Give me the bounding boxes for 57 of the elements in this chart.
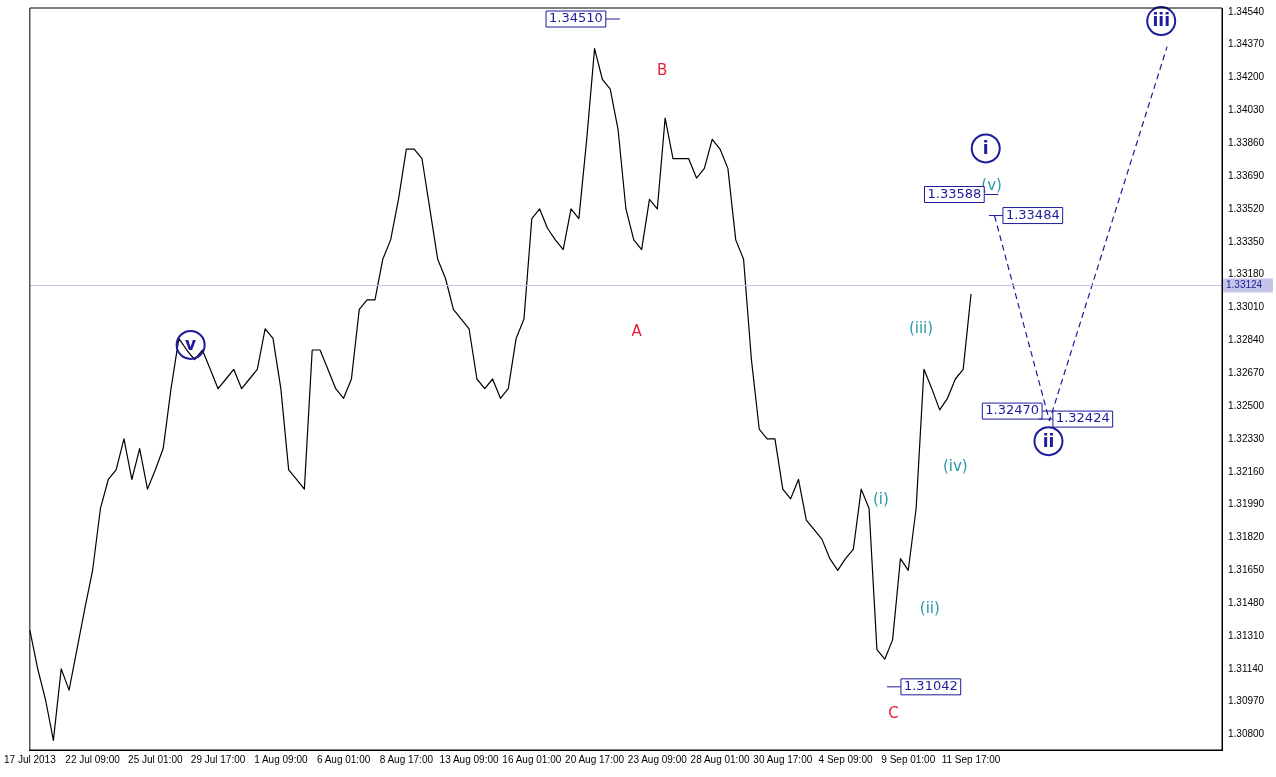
x-tick-label: 9 Sep 01:00 [881,753,936,765]
y-tick-label: 1.31140 [1228,662,1264,674]
annotation: v [185,334,197,355]
y-tick-label: 1.31820 [1228,531,1265,543]
annotation: 1.31042 [903,678,958,694]
x-tick-label: 11 Sep 17:00 [941,753,1001,765]
y-tick-label: 1.33520 [1228,202,1265,214]
annotation: iii [1152,10,1170,31]
y-tick-label: 1.31480 [1228,596,1265,608]
x-tick-label: 23 Aug 09:00 [627,753,688,765]
y-tick-label: 1.33180 [1228,268,1265,280]
y-tick-label: 1.33010 [1228,301,1265,313]
y-tick-label: 1.34200 [1228,71,1265,83]
x-tick-label: 16 Aug 01:00 [502,753,562,765]
y-tick-label: 1.32670 [1228,366,1265,378]
annotation: i [982,137,989,158]
x-tick-label: 1 Aug 09:00 [254,753,308,765]
x-tick-label: 22 Jul 09:00 [65,753,121,765]
y-tick-label: 1.32840 [1228,334,1265,346]
y-tick-label: 1.33860 [1228,137,1265,149]
x-tick-label: 20 Aug 17:00 [565,753,625,765]
annotation: (iii) [908,318,934,337]
annotation: 1.32424 [1055,410,1110,426]
x-tick-label: 6 Aug 01:00 [316,753,371,765]
x-tick-label: 29 Jul 17:00 [190,753,246,765]
y-tick-label: 1.31650 [1228,564,1265,576]
annotation: B [657,61,668,80]
x-tick-label: 13 Aug 09:00 [439,753,499,765]
annotation: (ii) [919,598,940,617]
x-tick-label: 25 Jul 01:00 [128,753,184,765]
x-tick-label: 30 Aug 17:00 [753,753,813,765]
y-tick-label: 1.33350 [1228,235,1265,247]
x-tick-label: 4 Sep 09:00 [818,753,873,765]
x-tick-label: 17 Jul 2013 [4,753,57,765]
y-tick-label: 1.30970 [1228,695,1265,707]
annotation: 1.33588 [927,185,982,201]
annotation: 1.33484 [1005,206,1060,222]
y-tick-label: 1.34030 [1228,104,1265,116]
annotation: (i) [872,490,889,509]
y-tick-label: 1.31990 [1228,498,1265,510]
annotation: A [631,321,643,340]
y-tick-label: 1.32500 [1228,399,1265,411]
y-tick-label: 1.33690 [1228,169,1265,181]
y-tick-label: 1.31310 [1228,629,1265,641]
y-tick-label: 1.32160 [1228,465,1265,477]
annotation: ii [1042,430,1055,451]
x-tick-label: 8 Aug 17:00 [379,753,434,765]
annotation: 1.32470 [985,402,1040,418]
y-tick-label: 1.32330 [1228,432,1265,444]
annotation: 1.34510 [549,10,603,26]
y-tick-label: 1.30800 [1228,728,1265,740]
annotation: C [888,703,899,722]
annotation: (iv) [942,457,968,476]
y-tick-label: 1.34370 [1228,38,1265,50]
y-tick-label: 1.34540 [1228,5,1265,17]
ref-line-label: 1.33124 [1226,279,1263,291]
x-tick-label: 28 Aug 01:00 [690,753,750,765]
